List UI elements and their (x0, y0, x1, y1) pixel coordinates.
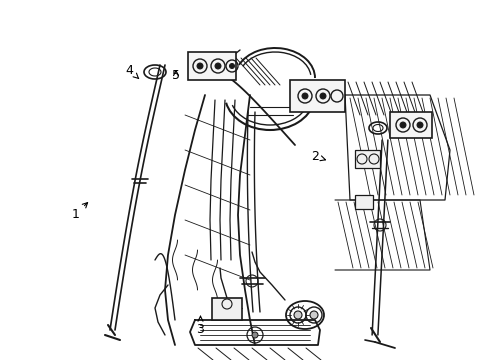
Bar (187, 52, 236, 80)
Circle shape (309, 311, 317, 319)
Bar (212, 298, 242, 320)
Bar (289, 80, 345, 112)
Circle shape (416, 122, 422, 128)
Text: 1: 1 (72, 203, 87, 221)
Bar (389, 112, 431, 138)
Text: 4: 4 (125, 64, 138, 78)
Bar (354, 195, 372, 209)
Circle shape (197, 63, 203, 69)
Circle shape (251, 332, 258, 338)
Text: 3: 3 (196, 316, 204, 336)
Bar (354, 150, 379, 168)
Circle shape (319, 93, 325, 99)
Circle shape (293, 311, 302, 319)
Text: 2: 2 (311, 150, 325, 163)
Circle shape (215, 63, 221, 69)
Text: 5: 5 (172, 69, 180, 82)
Circle shape (302, 93, 307, 99)
Circle shape (229, 63, 234, 68)
Circle shape (399, 122, 405, 128)
